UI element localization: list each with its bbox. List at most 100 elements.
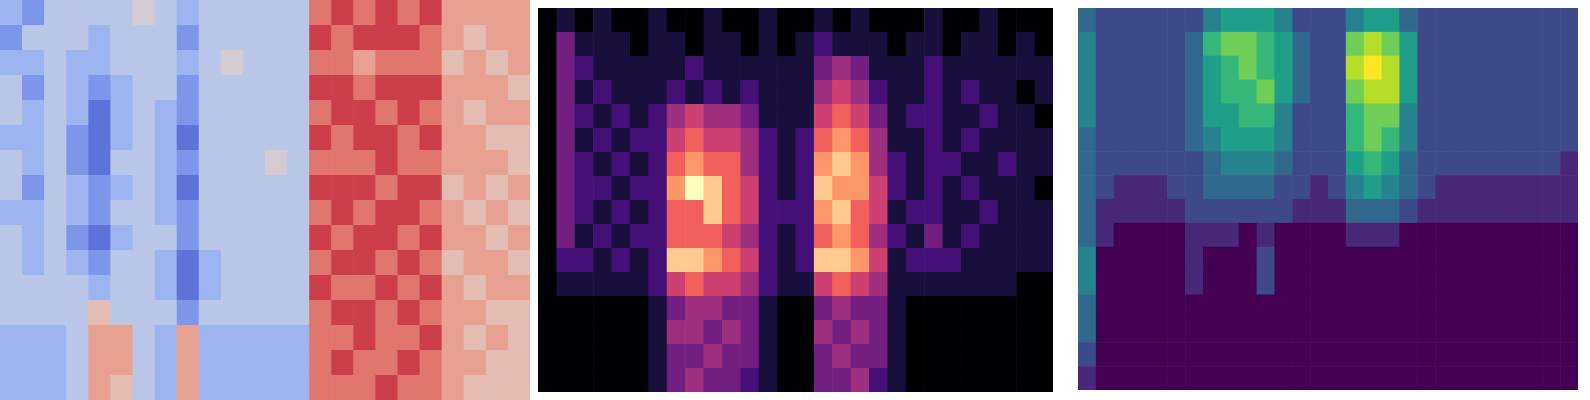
heatmap-cell (177, 50, 200, 76)
heatmap-cell (851, 128, 870, 153)
heatmap-cell (538, 176, 557, 201)
heatmap-cell (1542, 56, 1560, 80)
heatmap-cell (538, 32, 557, 57)
heatmap-cell (1274, 366, 1292, 390)
heatmap-cell (66, 125, 89, 151)
heatmap-cell (777, 344, 796, 369)
heatmap-cell (961, 224, 980, 249)
heatmap-cell (1185, 104, 1203, 128)
heatmap-cell (1542, 342, 1560, 366)
heatmap-cell (1560, 56, 1578, 80)
heatmap-cell (1328, 175, 1346, 199)
heatmap-cell (685, 176, 704, 201)
heatmap-cell (685, 200, 704, 225)
heatmap-cell (630, 128, 649, 153)
heatmap-cell (1274, 175, 1292, 199)
heatmap-cell (1453, 104, 1471, 128)
heatmap-cell (1507, 199, 1525, 223)
heatmap-cell (1382, 151, 1400, 175)
heatmap-cell (22, 150, 45, 176)
heatmap-cell (1310, 342, 1328, 366)
heatmap-cell (961, 80, 980, 105)
heatmap-cell (442, 125, 465, 151)
heatmap-cell (442, 100, 465, 126)
heatmap-cell (575, 128, 594, 153)
heatmap-cell (1346, 175, 1364, 199)
heatmap-cell (887, 296, 906, 321)
heatmap-cell (375, 325, 398, 351)
heatmap-cell (287, 225, 310, 251)
heatmap-cell (1364, 223, 1382, 247)
heatmap-cell (1149, 175, 1167, 199)
heatmap-cell (1203, 247, 1221, 271)
heatmap-cell (961, 32, 980, 57)
heatmap-cell (309, 50, 332, 76)
heatmap-cell (593, 8, 612, 33)
heatmap-cell (177, 250, 200, 276)
heatmap-cell (1035, 80, 1053, 105)
heatmap-cell (630, 224, 649, 249)
heatmap-cell (1310, 295, 1328, 319)
heatmap-cell (309, 250, 332, 276)
heatmap-cell (1542, 199, 1560, 223)
heatmap-cell (1078, 223, 1096, 247)
heatmap-cell (1328, 8, 1346, 32)
heatmap-cell (1364, 271, 1382, 295)
heatmap-cell (1035, 224, 1053, 249)
heatmap-cell (906, 272, 925, 297)
heatmap-cell (1078, 366, 1096, 390)
heatmap-cell (538, 152, 557, 177)
heatmap-cell (1096, 8, 1114, 32)
heatmap-cell (1257, 247, 1275, 271)
heatmap-cell (796, 128, 815, 153)
heatmap-cell (777, 248, 796, 273)
heatmap-cell (1167, 80, 1185, 104)
heatmap-cell (556, 128, 575, 153)
heatmap-cell (961, 368, 980, 392)
heatmap-cell (1149, 342, 1167, 366)
heatmap-cell (88, 25, 111, 51)
heatmap-cell (287, 350, 310, 376)
heatmap-cell (331, 375, 354, 400)
heatmap-cell (199, 25, 222, 51)
heatmap-cell (1132, 104, 1150, 128)
heatmap-cell (1560, 318, 1578, 342)
heatmap-cell (110, 25, 133, 51)
heatmap-cell (420, 75, 443, 101)
heatmap-cell (1239, 295, 1257, 319)
heatmap-cell (464, 350, 487, 376)
heatmap-cell (1453, 342, 1471, 366)
heatmap-cell (740, 8, 759, 33)
heatmap-cell (1328, 127, 1346, 151)
heatmap-cell (0, 125, 23, 151)
heatmap-cell (722, 176, 741, 201)
heatmap-cell (924, 56, 943, 81)
heatmap-cell (1257, 366, 1275, 390)
heatmap-cell (398, 75, 421, 101)
heatmap-cell (685, 368, 704, 392)
heatmap-cell (199, 350, 222, 376)
heatmap-cell (243, 275, 266, 301)
heatmap-cell (722, 272, 741, 297)
heatmap-cell (887, 344, 906, 369)
heatmap-cell (1453, 199, 1471, 223)
heatmap-cell (1453, 366, 1471, 390)
heatmap-cell (1328, 295, 1346, 319)
heatmap-cell (464, 200, 487, 226)
heatmap-cell (1399, 32, 1417, 56)
heatmap-cell (869, 200, 888, 225)
heatmap-cell (353, 100, 376, 126)
heatmap-cell (1417, 247, 1435, 271)
heatmap-cell (22, 0, 45, 26)
heatmap-cell (1149, 8, 1167, 32)
heatmap-cell (177, 300, 200, 326)
heatmap-cell (398, 50, 421, 76)
heatmap-cell (1167, 32, 1185, 56)
heatmap-cell (221, 100, 244, 126)
heatmap-cell (1399, 199, 1417, 223)
heatmap-cell (814, 56, 833, 81)
heatmap-cell (1035, 176, 1053, 201)
heatmap-cell (777, 200, 796, 225)
heatmap-cell (1560, 366, 1578, 390)
heatmap-cell (979, 32, 998, 57)
